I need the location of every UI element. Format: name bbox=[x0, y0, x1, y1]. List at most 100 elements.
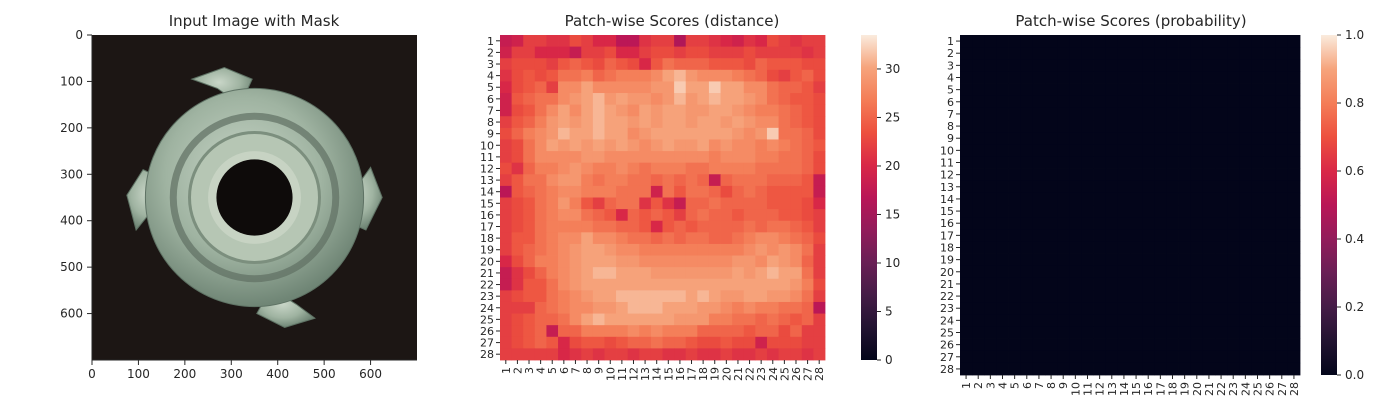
heatmap-cell bbox=[569, 58, 582, 71]
y-tick-label: 11 bbox=[480, 151, 494, 164]
heatmap-cell bbox=[972, 47, 985, 60]
heatmap-cell bbox=[801, 58, 814, 71]
heatmap-cell bbox=[1154, 362, 1167, 376]
heatmap-cell bbox=[1202, 192, 1216, 206]
heatmap-cell bbox=[1130, 265, 1143, 279]
heatmap-cell bbox=[960, 290, 973, 303]
heatmap-cell bbox=[1020, 71, 1034, 84]
heatmap-cell bbox=[1057, 217, 1070, 230]
heatmap-cell bbox=[604, 151, 617, 164]
heatmap-cell bbox=[500, 336, 513, 349]
heatmap-cell bbox=[996, 156, 1009, 169]
heatmap-cell bbox=[1275, 314, 1289, 327]
heatmap-cell bbox=[1227, 47, 1240, 60]
heatmap-cell bbox=[1239, 205, 1252, 218]
heatmap-cell bbox=[558, 348, 571, 361]
heatmap-cell bbox=[1008, 156, 1022, 169]
heatmap-cell bbox=[523, 267, 536, 280]
heatmap-cell bbox=[627, 104, 640, 117]
y-tick-label: 400 bbox=[60, 214, 83, 228]
y-tick-label: 9 bbox=[487, 128, 494, 141]
heatmap-cell bbox=[685, 151, 698, 164]
heatmap-cell bbox=[766, 255, 779, 268]
heatmap-cell bbox=[1130, 350, 1143, 364]
heatmap-cell bbox=[650, 116, 663, 129]
heatmap-cell bbox=[1093, 107, 1107, 121]
heatmap-cell bbox=[697, 162, 710, 175]
y-tick-label: 22 bbox=[480, 279, 494, 292]
heatmap-cell bbox=[604, 104, 617, 117]
heatmap-cell bbox=[511, 197, 524, 210]
heatmap-cell bbox=[581, 174, 594, 187]
heatmap-cell bbox=[960, 47, 973, 60]
heatmap-cell bbox=[604, 81, 617, 94]
heatmap-cell bbox=[639, 69, 652, 82]
x-tick-label: 12 bbox=[1094, 382, 1107, 396]
heatmap-cell bbox=[523, 209, 536, 222]
heatmap-cell bbox=[1202, 59, 1216, 72]
heatmap-cell bbox=[1166, 253, 1179, 267]
heatmap-cell bbox=[1166, 59, 1179, 72]
heatmap-cell bbox=[546, 232, 559, 245]
heatmap-cell bbox=[662, 197, 675, 210]
heatmap-cell bbox=[500, 267, 513, 280]
y-tick-label: 15 bbox=[480, 197, 494, 210]
heatmap-cell bbox=[674, 127, 687, 140]
heatmap-cell bbox=[500, 116, 513, 129]
heatmap-cell bbox=[1251, 47, 1264, 60]
heatmap-cell bbox=[1057, 229, 1070, 242]
heatmap-cell bbox=[1020, 192, 1034, 206]
heatmap-cell bbox=[1093, 95, 1107, 109]
heatmap-cell bbox=[546, 174, 559, 187]
heatmap-cell bbox=[1227, 120, 1240, 133]
heatmap-cell bbox=[1069, 83, 1082, 97]
x-tick-label: 27 bbox=[802, 367, 815, 381]
heatmap-cell bbox=[697, 81, 710, 94]
heatmap-cell bbox=[1142, 217, 1155, 230]
heatmap-cell bbox=[592, 81, 605, 94]
heatmap-cell bbox=[778, 197, 791, 210]
heatmap-cell bbox=[1263, 95, 1277, 109]
heatmap-cell bbox=[1227, 290, 1240, 303]
heatmap-cell bbox=[1190, 350, 1204, 364]
heatmap-cell bbox=[996, 71, 1009, 84]
heatmap-cell bbox=[1081, 168, 1094, 182]
heatmap-cell bbox=[1215, 120, 1228, 133]
heatmap-cell bbox=[1166, 168, 1179, 182]
heatmap-cell bbox=[534, 104, 547, 117]
heatmap-cell bbox=[1287, 217, 1301, 230]
heatmap-cell bbox=[581, 278, 594, 291]
heatmap-cell bbox=[1093, 241, 1107, 254]
heatmap-cell bbox=[732, 151, 745, 164]
heatmap-cell bbox=[1287, 83, 1301, 97]
heatmap-cell bbox=[558, 127, 571, 140]
heatmap-cell bbox=[558, 325, 571, 338]
heatmap-cell bbox=[801, 185, 814, 198]
heatmap-cell bbox=[790, 35, 803, 48]
heatmap-cell bbox=[500, 69, 513, 82]
heatmap-cell bbox=[523, 81, 536, 94]
heatmap-cell bbox=[1069, 35, 1082, 48]
heatmap-cell bbox=[662, 58, 675, 71]
heatmap-cell bbox=[616, 46, 629, 59]
heatmap-cell bbox=[1008, 205, 1022, 218]
heatmap-cell bbox=[778, 81, 791, 94]
heatmap-cell bbox=[1142, 71, 1155, 84]
heatmap-cell bbox=[500, 243, 513, 256]
heatmap-cell bbox=[1020, 120, 1034, 133]
heatmap-cell bbox=[1227, 132, 1240, 145]
heatmap-cell bbox=[1154, 35, 1167, 48]
heatmap-cell bbox=[1057, 302, 1070, 315]
heatmap-cell bbox=[1166, 107, 1179, 121]
y-tick-label: 600 bbox=[60, 307, 83, 321]
heatmap-cell bbox=[766, 162, 779, 175]
heatmap-cell bbox=[581, 93, 594, 106]
heatmap-cell bbox=[1154, 241, 1167, 254]
heatmap-cell bbox=[1020, 156, 1034, 169]
heatmap-cell bbox=[972, 132, 985, 145]
heatmap-cell bbox=[674, 197, 687, 210]
heatmap-cell bbox=[685, 116, 698, 129]
heatmap-cell bbox=[1105, 192, 1119, 206]
heatmap-cell bbox=[1142, 338, 1155, 352]
colorbar-tick-label: 20 bbox=[885, 159, 900, 173]
